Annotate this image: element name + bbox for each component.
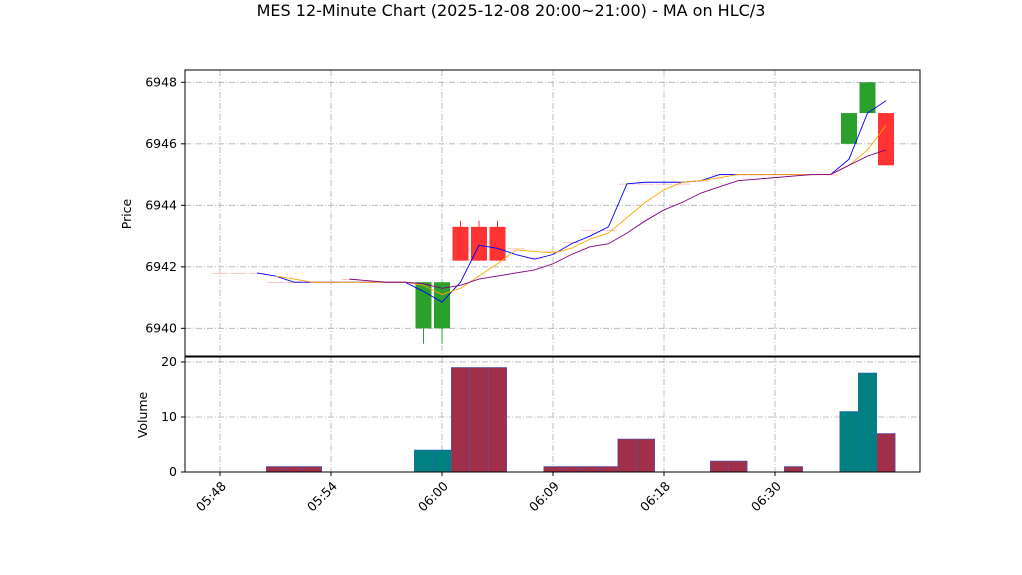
volume-bar — [284, 466, 304, 473]
candle-body — [600, 229, 617, 231]
candle-body — [841, 113, 857, 144]
y-tick-label: 6942 — [145, 259, 177, 274]
volume-bar — [469, 367, 489, 473]
y-axis-label: Price — [119, 198, 134, 229]
volume-bar — [599, 466, 618, 473]
candle-body — [526, 257, 543, 259]
candle-body — [230, 272, 247, 274]
y-tick-label: 10 — [161, 409, 177, 424]
candle-body — [637, 183, 654, 185]
x-tick-label: 06:09 — [526, 478, 562, 514]
x-tick-label: 05:54 — [304, 478, 340, 514]
candle-body — [545, 251, 561, 253]
volume-bar — [303, 466, 322, 473]
volume-bar — [451, 367, 470, 473]
ma-line — [349, 149, 887, 289]
candle-body — [674, 183, 691, 185]
y-tick-label: 6940 — [145, 320, 177, 335]
volume-bar — [784, 466, 803, 473]
y-tick-label: 6948 — [145, 74, 177, 89]
y-tick-label: 6946 — [145, 136, 177, 151]
candle-body — [878, 113, 894, 166]
volume-bar — [488, 367, 507, 473]
volume-bar — [562, 466, 581, 473]
volume-bar — [858, 372, 877, 473]
candle-body — [582, 229, 598, 231]
chart-title: MES 12-Minute Chart (2025-12-08 20:00~21… — [257, 1, 766, 20]
x-tick-label: 05:48 — [193, 478, 229, 514]
x-tick-label: 06:00 — [415, 478, 451, 514]
candle-body — [452, 226, 469, 261]
candle-body — [212, 272, 228, 274]
candle-body — [563, 242, 580, 244]
volume-bar — [580, 466, 600, 473]
volume-bar — [839, 411, 859, 473]
volume-bar — [266, 466, 285, 473]
candle-body — [489, 226, 506, 261]
candle-body — [267, 282, 284, 283]
candle-body — [656, 183, 672, 185]
volume-bar — [710, 460, 729, 473]
volume-bar — [543, 466, 563, 473]
volume-bar — [876, 433, 896, 473]
candle-body — [434, 282, 450, 329]
ma-line — [256, 100, 887, 303]
plot-frame — [184, 69, 921, 357]
candle-body — [471, 226, 487, 261]
ma-line — [275, 125, 887, 295]
volume-bar — [432, 449, 452, 473]
volume-bar — [636, 438, 655, 473]
y-tick-label: 0 — [169, 464, 177, 479]
volume-bar — [617, 438, 637, 473]
y-tick-label: 6944 — [145, 197, 177, 212]
volume-bar — [728, 460, 748, 473]
y-axis-label: Volume — [135, 391, 150, 438]
candle-body — [859, 82, 876, 114]
volume-bar — [414, 449, 433, 473]
x-tick-label: 06:18 — [637, 478, 673, 514]
candle-body — [508, 248, 524, 250]
plot-frame — [184, 356, 921, 473]
y-tick-label: 20 — [161, 354, 177, 369]
x-tick-label: 06:30 — [748, 478, 784, 514]
